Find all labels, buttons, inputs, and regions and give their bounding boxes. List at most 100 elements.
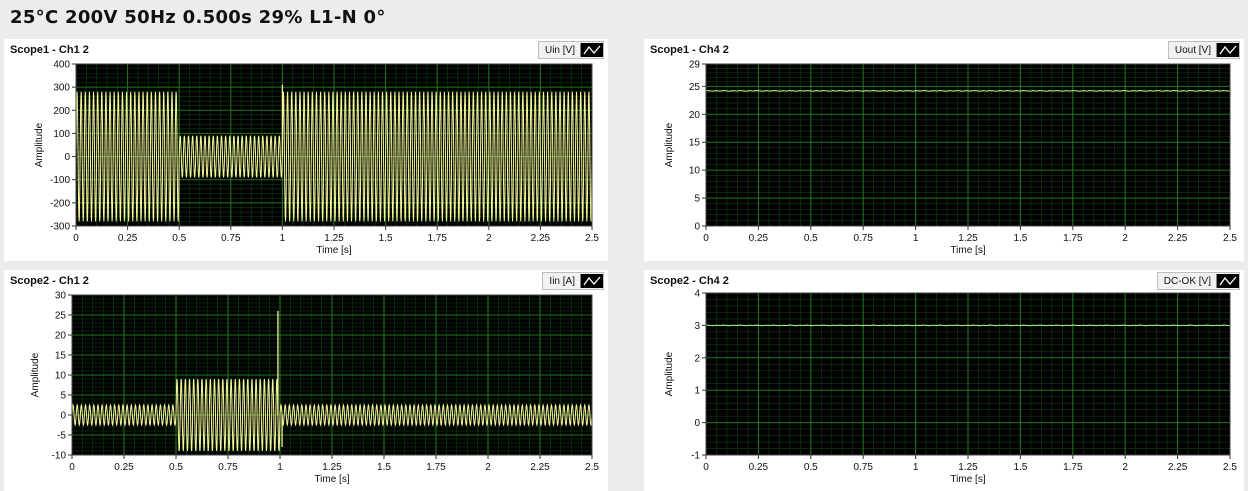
x-tick-label: 2 — [1122, 462, 1128, 473]
plot-frame — [705, 292, 1231, 456]
x-tick-label: 1.5 — [379, 233, 393, 244]
x-tick-label: 1.5 — [1013, 233, 1027, 244]
y-tick-label: 20 — [55, 331, 67, 342]
x-tick-label: 0 — [703, 462, 709, 473]
y-tick-label: 15 — [55, 351, 67, 362]
y-tick-label: -1 — [691, 451, 700, 462]
y-tick-label: 29 — [689, 60, 701, 71]
x-tick-label: 1.75 — [426, 462, 446, 473]
y-tick-label: 0 — [60, 411, 66, 422]
y-tick-label: 15 — [689, 138, 701, 149]
x-tick-label: 2.25 — [531, 233, 551, 244]
x-tick-label: 1.75 — [427, 233, 447, 244]
y-tick-label: -300 — [50, 222, 70, 233]
x-tick-label: 2.25 — [1168, 233, 1188, 244]
trace-line — [705, 324, 1231, 327]
x-axis-label: Time [s] — [950, 245, 985, 256]
x-tick-label: 1.25 — [322, 462, 342, 473]
plot-legend[interactable]: DC-OK [V] — [1156, 272, 1240, 290]
status-bar: 25°C 200V 50Hz 0.500s 29% L1-N 0° — [0, 0, 1248, 34]
x-tick-label: 2.5 — [1223, 233, 1237, 244]
x-axis-label: Time [s] — [314, 474, 349, 485]
x-tick-label: 1.75 — [1063, 462, 1083, 473]
scope-plot[interactable]: 0 0.25 0.5 0.75 1 1.25 1.5 1.75 2 2.25 2.5 0 5 10 15 20… — [644, 39, 1244, 261]
trace-line — [705, 89, 1231, 92]
y-tick-label: -100 — [50, 175, 70, 186]
x-tick-label: 0 — [73, 233, 79, 244]
y-tick-label: 0 — [694, 222, 700, 233]
x-tick-label: 0.5 — [169, 462, 183, 473]
trace-line — [75, 91, 593, 222]
scope-panel-uin: Scope1 - Ch1 2 Uin [V] 0 0.25 0.5 0.75 1 1.25… — [4, 39, 608, 261]
trace-style-icon[interactable] — [1216, 274, 1239, 288]
x-tick-label: 0 — [703, 233, 709, 244]
plot-frame — [75, 63, 593, 227]
trace-style-icon[interactable] — [580, 274, 603, 288]
x-tick-label: 0.5 — [804, 233, 818, 244]
x-tick-label: 1 — [913, 462, 919, 473]
x-tick-label: 1.25 — [324, 233, 344, 244]
x-tick-label: 2.5 — [1223, 462, 1237, 473]
y-tick-label: 25 — [55, 311, 67, 322]
plot-legend[interactable]: Uout [V] — [1167, 41, 1240, 59]
x-tick-label: 1 — [280, 233, 286, 244]
x-tick-label: 1.75 — [1063, 233, 1083, 244]
y-tick-label: 25 — [689, 82, 701, 93]
x-tick-label: 1 — [913, 233, 919, 244]
x-tick-label: 1 — [277, 462, 283, 473]
x-tick-label: 0.25 — [749, 462, 769, 473]
x-tick-label: 1.5 — [377, 462, 391, 473]
y-axis-label: Amplitude — [30, 352, 41, 397]
x-tick-label: 0.75 — [221, 233, 241, 244]
x-tick-label: 0.25 — [749, 233, 769, 244]
y-tick-label: 10 — [689, 166, 701, 177]
y-tick-label: 200 — [53, 106, 70, 117]
y-tick-label: 5 — [694, 194, 700, 205]
scope-title: Scope1 - Ch1 2 — [10, 44, 89, 56]
x-tick-label: 2.25 — [1168, 462, 1188, 473]
legend-label: Uout [V] — [1174, 44, 1211, 56]
x-tick-label: 1.5 — [1013, 462, 1027, 473]
scope-title: Scope1 - Ch4 2 — [650, 44, 729, 56]
y-tick-label: 5 — [60, 391, 66, 402]
x-tick-label: 2 — [1122, 233, 1128, 244]
scope-plot[interactable]: 0 0.25 0.5 0.75 1 1.25 1.5 1.75 2 2.25 2.5 -10 -5 0 5 1… — [4, 270, 608, 491]
scope-plot[interactable]: 0 0.25 0.5 0.75 1 1.25 1.5 1.75 2 2.25 2.5-101234T… — [644, 270, 1244, 491]
scope-panel-iin: Scope2 - Ch1 2 Iin [A] 0 0.25 0.5 0.75 1 1.25… — [4, 270, 608, 491]
y-tick-label: 100 — [53, 129, 70, 140]
y-tick-label: 1 — [694, 386, 700, 397]
x-tick-label: 0.5 — [804, 462, 818, 473]
y-tick-label: 0 — [694, 418, 700, 429]
y-tick-label: 300 — [53, 83, 70, 94]
x-tick-label: 2.5 — [585, 233, 599, 244]
scope-panel-dc-ok: Scope2 - Ch4 2 DC-OK [V] 0 0.25 0.5 0.75 1 1.… — [644, 270, 1244, 491]
y-tick-label: -200 — [50, 198, 70, 209]
x-tick-label: 0.75 — [853, 233, 873, 244]
plot-frame — [705, 63, 1231, 227]
trace-line — [71, 378, 593, 452]
y-tick-label: 30 — [55, 291, 67, 302]
plot-legend[interactable]: Iin [A] — [542, 272, 604, 290]
scope-title: Scope2 - Ch1 2 — [10, 275, 89, 287]
legend-label: Uin [V] — [544, 44, 575, 56]
x-tick-label: 0.25 — [118, 233, 138, 244]
y-tick-label: -10 — [52, 451, 67, 462]
legend-label: DC-OK [V] — [1163, 275, 1211, 287]
y-tick-label: 0 — [64, 152, 70, 163]
y-tick-label: 20 — [689, 110, 701, 121]
trace-style-icon[interactable] — [1216, 43, 1239, 57]
x-tick-label: 1.25 — [958, 462, 978, 473]
plot-legend[interactable]: Uin [V] — [537, 41, 604, 59]
x-axis-label: Time [s] — [950, 474, 985, 485]
y-tick-label: -5 — [57, 431, 66, 442]
x-tick-label: 2.5 — [585, 462, 599, 473]
y-axis-label: Amplitude — [664, 122, 675, 167]
x-axis-label: Time [s] — [316, 245, 351, 256]
trace-style-icon[interactable] — [580, 43, 603, 57]
x-tick-label: 0.25 — [114, 462, 134, 473]
x-tick-label: 2.25 — [530, 462, 550, 473]
y-tick-label: 10 — [55, 371, 67, 382]
y-tick-label: 4 — [694, 289, 700, 300]
x-tick-label: 2 — [486, 233, 492, 244]
scope-plot[interactable]: 0 0.25 0.5 0.75 1 1.25 1.5 1.75 2 2.25 2.5 -300 -200… — [4, 39, 608, 261]
